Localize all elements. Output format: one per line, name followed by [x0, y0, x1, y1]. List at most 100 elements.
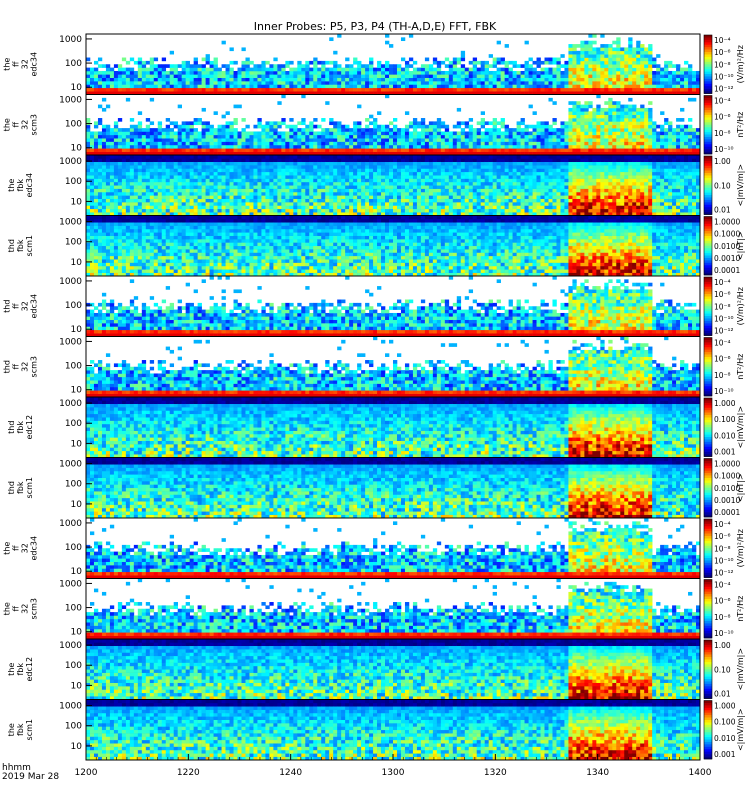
colorbar-tick-label: 10⁻¹² [714, 569, 734, 578]
colorbar-tick-label: 0.0010 [714, 254, 740, 263]
panel-heatmap-cells [86, 34, 701, 95]
y-tick-label: 1000 [59, 337, 82, 347]
panel-label-line: thd [3, 300, 12, 313]
panel-heatmap-cells [86, 215, 701, 277]
panel-heatmap-cells [86, 578, 701, 640]
panel-label: thd fbk edc12 [7, 415, 34, 440]
panel-label-line: edc34 [30, 52, 39, 77]
colorbar: 10⁻⁴ 10⁻⁶ 10⁻⁸ 10⁻¹⁰ 10⁻¹²(V/m)²/Hz [703, 276, 745, 336]
colorbar-tick-label: 10⁻¹⁰ [714, 145, 734, 154]
colorbar-unit: (V/m)²/Hz [736, 529, 745, 567]
panel-label-line: thd [3, 360, 12, 373]
panel-label-line: 32 [21, 604, 30, 614]
panel-4: 1000 100 10 thd fbk scm1 1.0000 0.1000 0.0100 0.0… [7, 215, 745, 277]
colorbar-tick-label: 10⁻⁴ [714, 520, 731, 529]
colorbar-tick-label: 10⁻⁸ [714, 544, 731, 553]
colorbar-tick-label: 10⁻⁸ [714, 60, 731, 69]
y-tick-label: 10 [71, 681, 83, 691]
colorbar-tick-label: 1.0000 [714, 218, 740, 227]
colorbar-unit: <|mV/m|> [736, 164, 745, 207]
y-tick-label: 10 [71, 628, 83, 638]
panel-heatmap-cells [86, 94, 701, 156]
panel-label-line: edc34 [30, 536, 39, 561]
panel-heatmap-cells [86, 155, 701, 216]
colorbar-unit: <|nT|> [736, 231, 745, 260]
colorbar: 1.000 0.100 0.010 0.001<|mV/m|> [703, 397, 745, 457]
y-tick-label: 100 [65, 362, 82, 372]
colorbar-tick-label: 10⁻¹⁰ [714, 314, 734, 323]
y-tick-label: 100 [65, 120, 82, 130]
time-axis-corner-label: hhmm [2, 763, 31, 773]
colorbar-tick-label: 10⁻⁴ [714, 97, 731, 106]
x-tick-label: 1400 [689, 768, 712, 778]
y-tick-label: 100 [65, 661, 82, 671]
panel-label-line: ff [12, 122, 21, 128]
y-tick-label: 1000 [59, 95, 82, 105]
y-tick-label: 10 [71, 567, 83, 577]
y-tick-label: 100 [65, 604, 82, 614]
x-tick-label: 1220 [177, 768, 200, 778]
panel-3: 1000 100 10 the fbk edc34 1.00 0.10 0.01 <|mV/m|> [7, 154, 745, 216]
colorbar-tick-label: 10⁻⁶ [714, 355, 731, 364]
colorbar-unit: nT²/Hz [736, 354, 745, 380]
panel-label-line: ff [12, 545, 21, 551]
y-tick-label: 100 [65, 59, 82, 69]
colorbar-tick-label: 10⁻¹⁰ [714, 72, 734, 81]
y-tick-label: 10 [71, 83, 83, 93]
colorbar: 10⁻⁴ 10⁻⁶ 10⁻⁸ 10⁻¹⁰ 10⁻¹²(V/m)²/Hz [703, 518, 745, 578]
y-tick-label: 1000 [59, 277, 82, 287]
panel-label: the fbk scm1 [7, 719, 34, 740]
y-tick-label: 1000 [59, 157, 82, 167]
colorbar: 10⁻⁴ 10⁻⁶ 10⁻⁸ 10⁻¹⁰ 10⁻¹²(V/m)²/Hz [703, 34, 745, 94]
colorbar: 1.00 0.10 0.01 <|mV/m|> [703, 155, 745, 215]
colorbar-unit: <|mV/m|> [736, 648, 745, 691]
colorbar-unit: <|mV/m|> [736, 708, 745, 751]
panel-label-line: the [7, 723, 16, 736]
panel-label-line: fbk [16, 663, 25, 676]
colorbar-tick-label: 1.00 [714, 157, 731, 166]
panel-label: thd ff 32 scm3 [3, 356, 39, 377]
date-label: 2019 Mar 28 [2, 772, 59, 782]
panel-label-line: the [7, 663, 16, 676]
colorbar-unit: <|nT|> [736, 473, 745, 502]
panel-label-line: ff [12, 303, 21, 309]
panel-label-line: edc12 [25, 415, 34, 440]
x-tick-label: 1340 [586, 768, 609, 778]
panel-heatmap-cells [86, 276, 701, 337]
colorbar-tick-label: 0.0001 [714, 266, 740, 275]
colorbar-tick-label: 10⁻⁶ [714, 597, 731, 606]
y-tick-label: 100 [65, 238, 82, 248]
panel-label-line: thd [7, 421, 16, 434]
colorbar-tick-label: 0.1000 [714, 472, 740, 481]
x-tick-label: 1200 [75, 768, 98, 778]
y-tick-label: 100 [65, 722, 82, 732]
colorbar-tick-label: 10⁻⁶ [714, 113, 731, 122]
colorbar-tick-label: 10⁻⁶ [714, 290, 731, 299]
panel-7: 1000 100 10 thd fbk edc12 1.000 0.100 0.010 0.001… [7, 396, 745, 458]
panel-label-line: edc12 [25, 657, 34, 682]
panel-label: the ff 32 scm3 [3, 598, 39, 619]
x-tick-label: 1240 [279, 768, 302, 778]
y-tick-label: 1000 [59, 460, 82, 470]
panel-11: 1000 100 10 the fbk edc12 1.00 0.10 0.01 <|mV/m|> [7, 638, 745, 700]
colorbar-unit: <|mV/m|> [736, 406, 745, 449]
panel-label: thd fbk scm1 [7, 477, 34, 498]
panel-label-line: edc34 [25, 173, 34, 198]
colorbar: 1.0000 0.1000 0.0100 0.0010 0.0001 <|nT|> [703, 458, 745, 518]
panel-label-line: fbk [16, 179, 25, 192]
colorbar-tick-label: 10⁻¹⁰ [714, 387, 734, 396]
colorbar-tick-label: 0.0001 [714, 508, 740, 517]
panel-label-line: fbk [16, 723, 25, 736]
y-tick-label: 10 [71, 500, 83, 510]
colorbar-tick-label: 0.01 [714, 690, 731, 699]
colorbar-tick-label: 0.100 [714, 415, 736, 424]
y-tick-label: 100 [65, 419, 82, 429]
colorbar-tick-label: 10⁻⁴ [714, 278, 731, 287]
colorbar-tick-label: 1.0000 [714, 460, 740, 469]
y-tick-label: 1000 [59, 35, 82, 45]
y-tick-label: 1000 [59, 399, 82, 409]
